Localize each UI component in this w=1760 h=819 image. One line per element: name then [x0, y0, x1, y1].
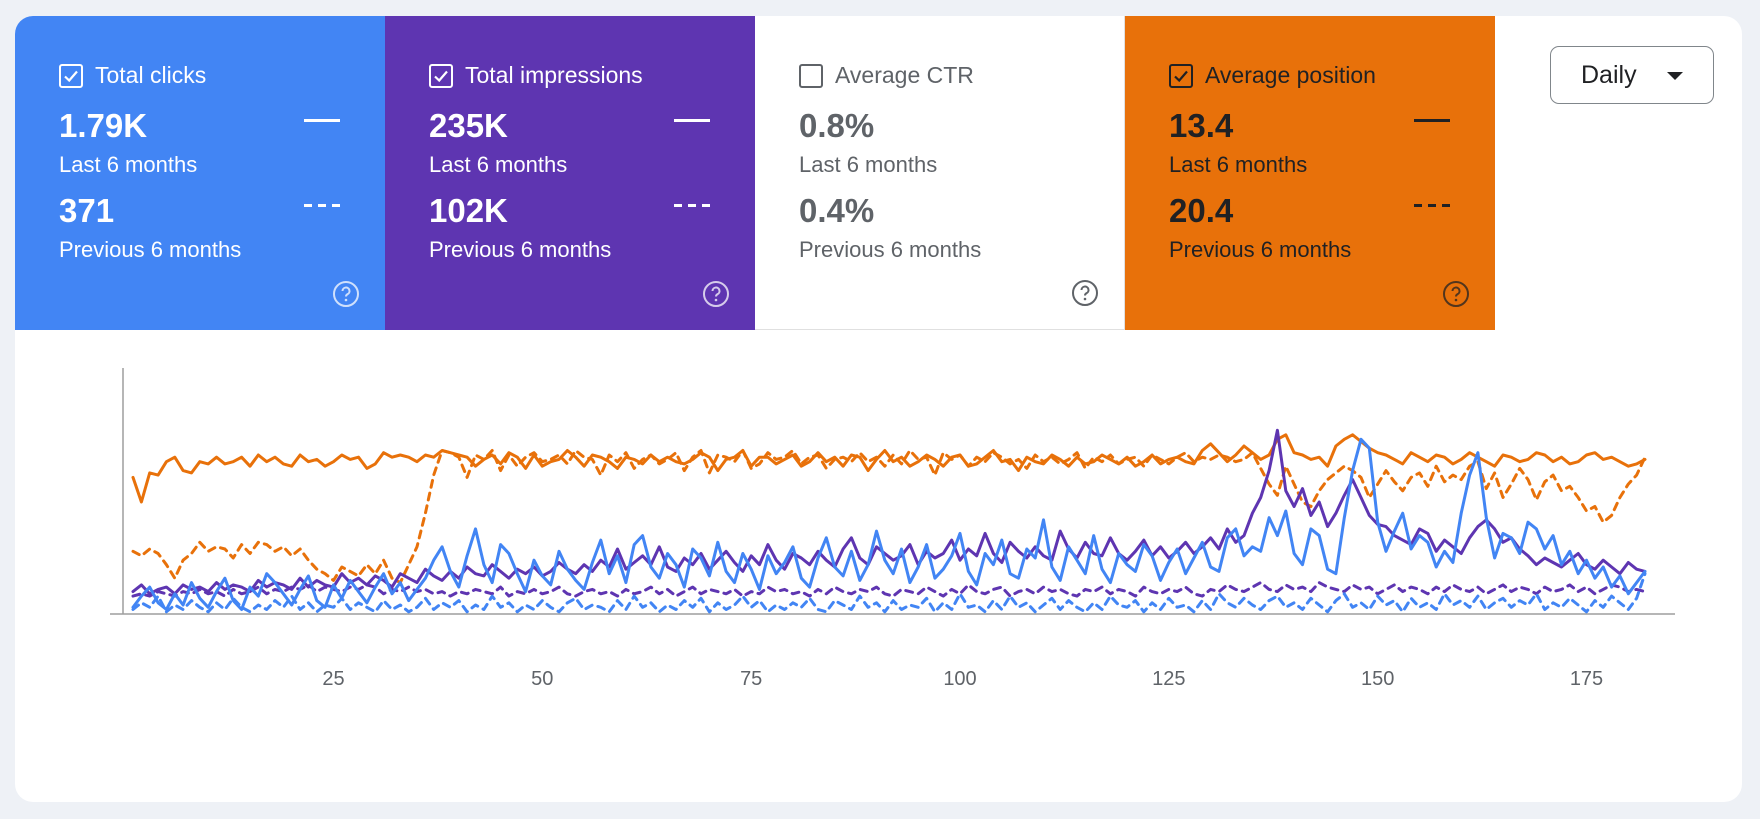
help-icon[interactable]: [332, 280, 360, 308]
metric-previous-period: Previous 6 months: [429, 237, 612, 262]
metric-toggle-total-clicks[interactable]: Total clicks: [59, 62, 206, 89]
dashed-line-legend-icon: [674, 204, 710, 207]
checkbox-unchecked-icon[interactable]: [799, 63, 823, 88]
performance-card: Total clicks 1.79K Last 6 months 371 Pre…: [15, 16, 1742, 802]
series-line-clicks-current: [131, 437, 1647, 611]
chart-axes: [110, 368, 1675, 615]
solid-line-legend-icon: [674, 119, 710, 122]
solid-line-legend-icon: [304, 119, 340, 122]
solid-line-legend-icon: [1414, 119, 1450, 122]
metric-current-period: Last 6 months: [59, 152, 198, 177]
metric-tile-total-impressions[interactable]: Total impressions 235K Last 6 months 102…: [385, 16, 755, 330]
metric-previous-period: Previous 6 months: [1169, 237, 1352, 262]
x-tick-label: 100: [943, 668, 976, 690]
dashed-line-legend-icon: [1414, 204, 1450, 207]
metric-current-period: Last 6 months: [429, 152, 568, 177]
metric-previous-period: Previous 6 months: [799, 237, 982, 262]
series-line-impressions-previous: [131, 581, 1647, 598]
metric-tiles: Total clicks 1.79K Last 6 months 371 Pre…: [15, 16, 1495, 330]
x-tick-label: 75: [740, 668, 762, 690]
metric-previous-value: 102K: [429, 192, 508, 229]
metric-previous-value: 20.4: [1169, 192, 1234, 229]
help-icon[interactable]: [1071, 279, 1099, 307]
check-icon[interactable]: [429, 63, 453, 88]
dashed-line-legend-icon: [304, 204, 340, 207]
metric-tile-total-clicks[interactable]: Total clicks 1.79K Last 6 months 371 Pre…: [15, 16, 385, 330]
caret-down-icon: [1667, 72, 1683, 80]
metric-current-period: Last 6 months: [799, 152, 938, 177]
metric-previous-value: 371: [59, 192, 115, 229]
metric-tile-average-ctr[interactable]: Average CTR 0.8% Last 6 months 0.4% Prev…: [755, 16, 1125, 330]
metric-label: Total impressions: [465, 62, 643, 88]
metric-label: Average position: [1205, 62, 1376, 88]
performance-chart: 25 50 75 100 125 150 175: [110, 368, 1675, 690]
x-tick-label: 50: [531, 668, 553, 690]
chart-series: [131, 428, 1647, 614]
metric-label: Total clicks: [95, 62, 207, 88]
x-axis-ticks: 25 50 75 100 125 150 175: [322, 668, 1603, 690]
metric-current-value: 0.8%: [799, 107, 875, 144]
metric-current-value: 13.4: [1169, 107, 1234, 144]
metric-current-value: 1.79K: [59, 107, 148, 144]
x-tick-label: 25: [322, 668, 344, 690]
granularity-selected: Daily: [1581, 60, 1637, 89]
metric-previous-value: 0.4%: [799, 192, 875, 229]
metric-toggle-average-position[interactable]: Average position: [1169, 62, 1376, 89]
metric-tile-average-position[interactable]: Average position 13.4 Last 6 months 20.4…: [1125, 16, 1495, 330]
metric-toggle-average-ctr[interactable]: Average CTR: [799, 62, 974, 89]
check-icon[interactable]: [1169, 63, 1193, 88]
x-tick-label: 125: [1152, 668, 1185, 690]
series-line-position-previous: [131, 449, 1647, 585]
check-icon[interactable]: [59, 63, 83, 88]
metric-label: Average CTR: [835, 62, 974, 88]
series-line-clicks-previous: [131, 572, 1647, 614]
metric-current-period: Last 6 months: [1169, 152, 1308, 177]
metric-current-value: 235K: [429, 107, 508, 144]
x-tick-label: 150: [1361, 668, 1394, 690]
granularity-dropdown[interactable]: Daily: [1550, 46, 1714, 104]
metric-toggle-total-impressions[interactable]: Total impressions: [429, 62, 643, 89]
x-tick-label: 175: [1570, 668, 1603, 690]
help-icon[interactable]: [1442, 280, 1470, 308]
series-line-position-current: [131, 433, 1647, 504]
help-icon[interactable]: [702, 280, 730, 308]
metric-previous-period: Previous 6 months: [59, 237, 242, 262]
